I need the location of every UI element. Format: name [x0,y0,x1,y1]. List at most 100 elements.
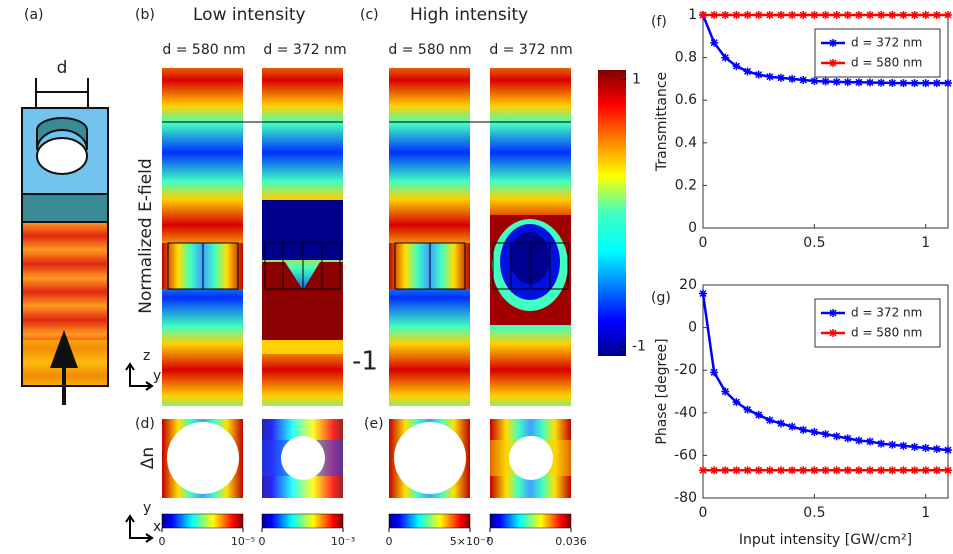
y-tick-label: 0.2 [675,177,697,193]
marker [699,466,707,475]
y-tick-label: 0.6 [675,92,697,108]
colorbar-tick-label: 0 [159,535,166,548]
index-maps [162,419,571,498]
marker [899,11,908,19]
marker [843,11,852,19]
panel-title: Low intensity [193,5,306,25]
x-tick-label: 1 [921,235,930,251]
marker [843,434,852,443]
axis-letter: x [153,519,161,535]
marker [888,466,897,475]
x-label: Input intensity [GW/cm²] [739,532,912,548]
y-tick-label: -40 [674,405,697,421]
marker [788,11,797,19]
x-tick-label: 1 [921,505,930,521]
marker [932,11,941,19]
y-tick-label: 20 [679,277,697,293]
x-tick-label: 0.5 [803,235,825,251]
marker [866,466,875,475]
marker [799,466,808,475]
marker [710,38,719,47]
marker [877,439,886,448]
marker [732,62,741,71]
marker [810,11,819,19]
legend [814,298,941,348]
legend-label: d = 372 nm [851,36,922,50]
marker [754,466,763,475]
marker [765,11,774,19]
marker [699,11,707,19]
legend-marker [829,309,837,317]
marker [921,466,930,475]
y-label: Normalized E-field [136,158,156,313]
y-tick-label: -80 [674,490,697,506]
y-tick-label: 0 [688,320,697,336]
marker [743,11,752,19]
marker [721,11,730,19]
marker [721,466,730,475]
marker [788,466,797,475]
y-tick-label: -20 [674,362,697,378]
column-label: d = 580 nm [162,42,245,58]
y-label: Δn [138,447,158,469]
marker [754,11,763,19]
marker [866,11,875,19]
legend-marker [829,39,837,47]
panel-label: (g) [651,290,671,306]
legend-marker [829,329,837,337]
marker [944,466,952,475]
x-tick-label: 0 [699,235,708,251]
marker [710,466,719,475]
marker [754,410,763,419]
marker [821,466,830,475]
marker [821,77,830,86]
colorbar [489,513,572,529]
colorbar-tick-label: 0 [487,535,494,548]
marker [910,79,919,88]
marker [944,79,952,88]
legend-label: d = 580 nm [851,326,922,340]
marker [877,466,886,475]
marker [832,432,841,441]
panel-label: (d) [135,416,155,432]
y-tick-label: -60 [674,447,697,463]
marker [854,436,863,445]
legend-label: d = 580 nm [851,56,922,70]
colorbar [261,513,344,529]
marker [921,443,930,452]
marker [821,430,830,439]
marker [910,11,919,19]
legend-label: d = 372 nm [851,306,922,320]
marker [866,437,875,446]
colorbar-tick-label: 0.036 [555,535,587,548]
marker [799,11,808,19]
y-tick-label: 0.4 [675,135,697,151]
y-label: Phase [degree] [654,338,670,444]
y-tick-label: 0.8 [675,50,697,66]
legend-marker [829,59,837,67]
marker [776,73,785,82]
marker [710,11,719,19]
marker [932,79,941,88]
panel-label: (c) [360,7,379,23]
marker [921,79,930,88]
marker [743,466,752,475]
marker [765,466,774,475]
marker [821,11,830,19]
marker [888,11,897,19]
marker [765,72,774,81]
marker [699,289,707,298]
x-tick-label: 0 [699,505,708,521]
colorbar-tick-label: 10⁻³ [331,535,355,548]
colorbar-tick-label: 10⁻⁵ [231,535,255,548]
field-maps [162,68,626,406]
marker [810,466,819,475]
marker [843,78,852,87]
panel-label: (a) [24,7,44,23]
panel-title: High intensity [410,5,528,25]
marker [899,466,908,475]
marker [854,78,863,87]
x-tick-label: 0.5 [803,505,825,521]
schematic [21,78,109,405]
